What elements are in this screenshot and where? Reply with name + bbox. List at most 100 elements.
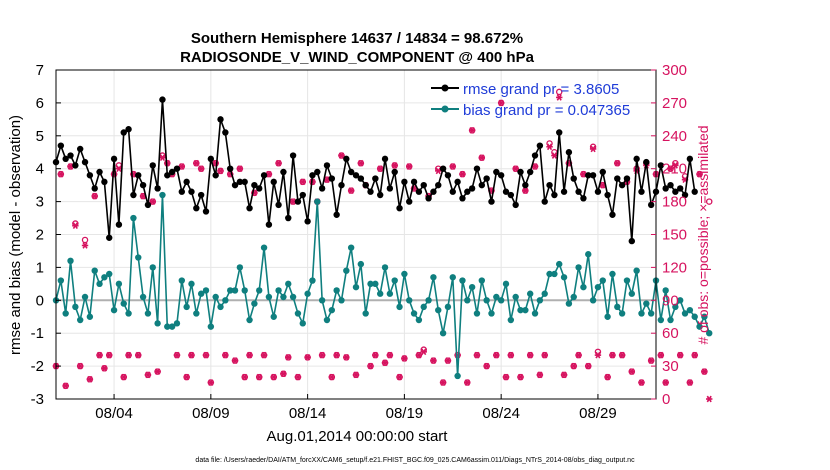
- obs-assimilated-point: [526, 351, 534, 359]
- legend-bias-text: bias grand pr = 0.047365: [463, 102, 630, 119]
- bias-point: [589, 297, 597, 304]
- bias-point: [231, 287, 239, 294]
- rmse-point: [594, 188, 602, 195]
- bias-point: [386, 290, 394, 297]
- bias-point: [304, 290, 311, 297]
- axis-ticks: -3 -2 -1 0 1 2 3 4 5 6 7 0 30 60 90 120 150 180 210 240 270 3…: [31, 62, 687, 422]
- obs-assimilated-point: [193, 159, 200, 167]
- rmse-point: [144, 201, 152, 209]
- bias-point: [672, 303, 679, 311]
- rmse-point: [420, 181, 427, 189]
- obs-assimilated-point: [294, 373, 302, 381]
- bias-point: [135, 254, 142, 261]
- bias-point: [420, 303, 427, 311]
- obs-assimilated-point: [96, 351, 103, 359]
- obs-assimilated-point: [517, 373, 524, 381]
- bias-point: [691, 313, 698, 320]
- rmse-point: [551, 191, 558, 199]
- bias-point: [435, 306, 442, 314]
- bias-point: [323, 316, 331, 324]
- rmse-point: [522, 181, 529, 189]
- obs-assimilated-point: [178, 163, 186, 170]
- rmse-point: [226, 165, 234, 172]
- y2-tick-label: 240: [662, 128, 687, 145]
- rmse-point: [517, 168, 524, 176]
- obs-assimilated-point: [318, 351, 326, 359]
- bias-point: [676, 297, 684, 304]
- obs-assimilated-point: [149, 198, 156, 205]
- bias-point: [241, 287, 248, 294]
- bias-point: [270, 313, 277, 320]
- rmse-point: [294, 198, 302, 205]
- bias-point: [347, 244, 355, 251]
- y-axis-label: rmse and bias (model - observation): [7, 115, 24, 355]
- obs-assimilated-point: [609, 351, 616, 359]
- rmse-point: [585, 172, 592, 179]
- rmse-point: [604, 191, 611, 199]
- obs-assimilated-point: [556, 94, 563, 101]
- y2-tick-label: 180: [662, 194, 687, 211]
- bias-point: [531, 310, 539, 317]
- rmse-point: [67, 152, 74, 159]
- obs-assimilated-point: [662, 379, 669, 386]
- rmse-point: [222, 129, 229, 136]
- rmse-point: [493, 168, 500, 176]
- rmse-point: [415, 188, 423, 195]
- obs-assimilated-point: [415, 351, 423, 359]
- rmse-point: [193, 204, 200, 212]
- obs-assimilated-point: [430, 357, 437, 364]
- rmse-point: [120, 129, 127, 136]
- rmse-point: [681, 191, 689, 199]
- bias-point: [657, 316, 665, 324]
- rmse-point: [536, 142, 544, 149]
- obs-assimilated-point: [502, 373, 510, 381]
- rmse-point: [512, 201, 519, 209]
- obs-assimilated-point: [638, 379, 645, 386]
- obs-assimilated-point: [106, 351, 113, 359]
- bias-point: [517, 306, 524, 314]
- bias-point: [647, 310, 655, 317]
- rmse-point: [309, 172, 316, 179]
- obs-assimilated-point: [154, 368, 161, 375]
- bias-point: [449, 274, 456, 281]
- rmse-point: [376, 191, 384, 199]
- rmse-point: [614, 175, 621, 182]
- bias-point: [473, 310, 481, 317]
- bias-point: [183, 303, 190, 311]
- bias-point: [681, 310, 689, 317]
- bias-point: [541, 290, 548, 297]
- bias-point: [62, 310, 69, 317]
- obs-assimilated-point: [585, 362, 592, 370]
- rmse-point: [464, 188, 471, 195]
- obs-assimilated-point: [589, 145, 597, 153]
- bias-point: [343, 267, 350, 274]
- obs-assimilated-point: [401, 355, 408, 362]
- obs-assimilated-point: [449, 163, 456, 170]
- obs-assimilated-point: [551, 152, 558, 159]
- obs-assimilated-point: [672, 162, 679, 169]
- rmse-point: [647, 201, 655, 209]
- obs-assimilated-point: [691, 351, 698, 359]
- obs-assimilated-point: [135, 351, 142, 359]
- rmse-point: [575, 188, 582, 195]
- obs-assimilated-point: [522, 187, 529, 194]
- bias-point: [633, 267, 640, 274]
- y2-tick-label: 120: [662, 259, 687, 276]
- rmse-point: [526, 168, 534, 176]
- rmse-point: [135, 172, 142, 179]
- chart-title-line2: RADIOSONDE_V_WIND_COMPONENT @ 400 hPa: [180, 49, 535, 66]
- x-tick-label: 08/24: [482, 405, 520, 422]
- obs-assimilated-point: [575, 351, 582, 359]
- legend: rmse grand pr = 3.8605 bias grand pr = 0…: [431, 81, 630, 119]
- x-tick-label: 08/29: [579, 405, 617, 422]
- rmse-point: [686, 155, 694, 163]
- rmse-point: [139, 181, 147, 189]
- bias-point: [67, 257, 74, 265]
- rmse-point: [285, 214, 292, 222]
- rmse-point: [159, 96, 166, 103]
- x-tick-label: 08/14: [289, 405, 327, 422]
- rmse-point: [299, 191, 306, 199]
- rmse-point: [96, 168, 103, 176]
- bias-point: [260, 244, 268, 251]
- rmse-point: [531, 152, 539, 159]
